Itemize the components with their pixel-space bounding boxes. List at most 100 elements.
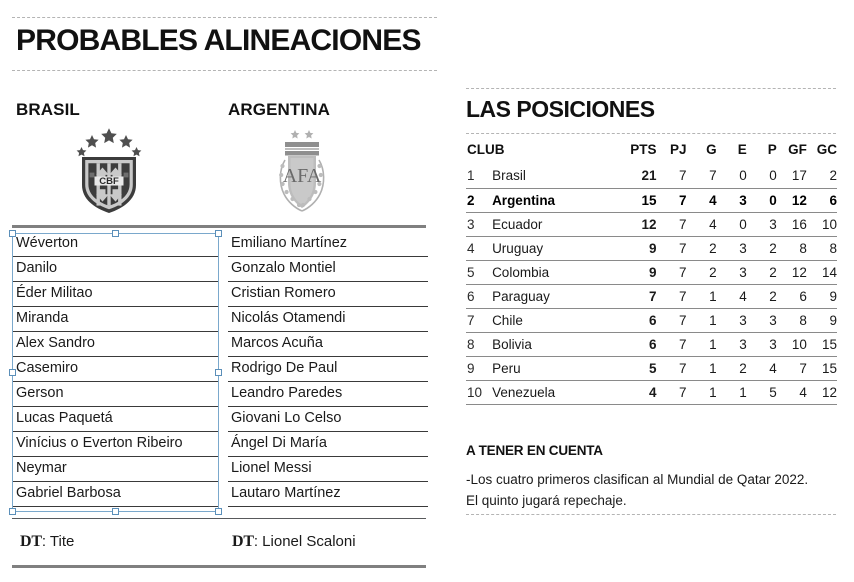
list-item[interactable]: Casemiro: [12, 357, 219, 382]
coaches-row: DT: Tite DT: Lionel Scaloni: [0, 533, 450, 559]
cell-gc: 2: [806, 164, 837, 189]
list-item[interactable]: Emiliano Martínez: [228, 232, 428, 257]
resize-handle-bottom-center[interactable]: [111, 508, 119, 515]
cell-pts: 4: [612, 380, 657, 405]
cell-pj: 7: [656, 164, 687, 189]
list-item[interactable]: Ángel Di María: [228, 432, 428, 457]
list-item[interactable]: Nicolás Otamendi: [228, 307, 428, 332]
column-header-p: P: [767, 142, 777, 157]
cell-e: 3: [716, 260, 747, 285]
resize-handle-bottom-right[interactable]: [215, 508, 222, 515]
list-item[interactable]: Leandro Paredes: [228, 382, 428, 407]
cell-pts: 15: [612, 188, 657, 213]
cell-g: 1: [686, 356, 717, 381]
divider-above-lineups: [12, 225, 426, 228]
coach-label-brasil: DT: [20, 533, 42, 550]
list-item[interactable]: Wéverton: [12, 232, 219, 257]
standings-table: CLUB PTS PJ G E P GF GC 1 Brasil 21 7 7: [466, 142, 837, 405]
cell-e: 1: [716, 380, 747, 405]
divider-dashed-under-standings-title: [466, 133, 836, 134]
cell-gc: 15: [806, 332, 837, 357]
list-item[interactable]: Vinícius o Everton Ribeiro: [12, 432, 219, 457]
cell-g: 2: [686, 236, 717, 261]
list-item[interactable]: Gerson: [12, 382, 219, 407]
list-item[interactable]: Lautaro Martínez: [228, 482, 428, 507]
cell-position: 2: [466, 188, 493, 213]
divider-dashed-under-title: [12, 70, 437, 71]
cell-p: 2: [746, 236, 777, 261]
cell-pts: 9: [612, 260, 657, 285]
coach-separator-brasil: :: [41, 533, 50, 550]
list-item[interactable]: Gonzalo Montiel: [228, 257, 428, 282]
cell-gc: 15: [806, 356, 837, 381]
cell-position: 6: [466, 284, 493, 309]
divider-bottom: [12, 565, 426, 568]
table-row: 6 Paraguay 7 7 1 4 2 6 9: [466, 284, 837, 309]
list-item[interactable]: Lucas Paquetá: [12, 407, 219, 432]
lineup-list-brasil[interactable]: Wéverton Danilo Éder Militao Miranda Ale…: [12, 232, 219, 507]
cell-p: 2: [746, 260, 777, 285]
cell-position: 10: [466, 380, 493, 405]
cell-g: 7: [686, 164, 717, 189]
cell-gf: 10: [776, 332, 807, 357]
cell-club: Ecuador: [492, 212, 613, 237]
cell-position: 4: [466, 236, 493, 261]
page-title: PROBABLES ALINEACIONES: [16, 24, 421, 57]
cell-gc: 10: [806, 212, 837, 237]
cell-club: Argentina: [492, 188, 613, 213]
cell-pts: 12: [612, 212, 657, 237]
cell-gf: 7: [776, 356, 807, 381]
cell-p: 0: [746, 164, 777, 189]
list-item[interactable]: Alex Sandro: [12, 332, 219, 357]
cell-club: Brasil: [492, 164, 613, 189]
lineups-panel: PROBABLES ALINEACIONES BRASIL ARGENTINA: [0, 17, 450, 568]
list-item[interactable]: Rodrigo De Paul: [228, 357, 428, 382]
cell-p: 3: [746, 332, 777, 357]
list-item[interactable]: Giovani Lo Celso: [228, 407, 428, 432]
cell-gf: 8: [776, 308, 807, 333]
cell-e: 3: [716, 236, 747, 261]
column-header-gc: GC: [816, 142, 837, 157]
cell-e: 3: [716, 332, 747, 357]
table-row: 10 Venezuela 4 7 1 1 5 4 12: [466, 380, 837, 405]
list-item[interactable]: Éder Militao: [12, 282, 219, 307]
cell-g: 4: [686, 212, 717, 237]
cell-gc: 6: [806, 188, 837, 213]
list-item[interactable]: Danilo: [12, 257, 219, 282]
list-item[interactable]: Miranda: [12, 307, 219, 332]
cell-gf: 16: [776, 212, 807, 237]
divider-dashed-above-standings-title: [466, 88, 836, 89]
cell-gf: 4: [776, 380, 807, 405]
lineup-list-argentina[interactable]: Emiliano Martínez Gonzalo Montiel Cristi…: [228, 232, 428, 507]
resize-handle-bottom-left[interactable]: [9, 508, 16, 515]
cell-gc: 14: [806, 260, 837, 285]
standings-panel: LAS POSICIONES CLUB PTS PJ G E P GF GC 1: [455, 0, 854, 582]
list-item[interactable]: Gabriel Barbosa: [12, 482, 219, 507]
cell-g: 1: [686, 308, 717, 333]
cell-position: 9: [466, 356, 493, 381]
cell-position: 1: [466, 164, 493, 189]
cell-pj: 7: [656, 188, 687, 213]
table-row: 7 Chile 6 7 1 3 3 8 9: [466, 308, 837, 333]
cell-club: Peru: [492, 356, 613, 381]
list-item[interactable]: Cristian Romero: [228, 282, 428, 307]
cell-gc: 12: [806, 380, 837, 405]
cell-gf: 17: [776, 164, 807, 189]
cell-pj: 7: [656, 284, 687, 309]
cell-position: 5: [466, 260, 493, 285]
cell-e: 3: [716, 308, 747, 333]
table-header-row: CLUB PTS PJ G E P GF GC: [466, 142, 837, 164]
list-item[interactable]: Marcos Acuña: [228, 332, 428, 357]
cell-p: 3: [746, 308, 777, 333]
list-item[interactable]: Neymar: [12, 457, 219, 482]
cell-pts: 5: [612, 356, 657, 381]
note-line-1: -Los cuatro primeros clasifican al Mundi…: [466, 472, 809, 487]
list-item[interactable]: Lionel Messi: [228, 457, 428, 482]
cell-pts: 9: [612, 236, 657, 261]
cell-gf: 12: [776, 260, 807, 285]
cell-e: 0: [716, 164, 747, 189]
coach-name-argentina: Lionel Scaloni: [262, 533, 356, 550]
cell-club: Colombia: [492, 260, 613, 285]
coach-label-argentina: DT: [232, 533, 254, 550]
